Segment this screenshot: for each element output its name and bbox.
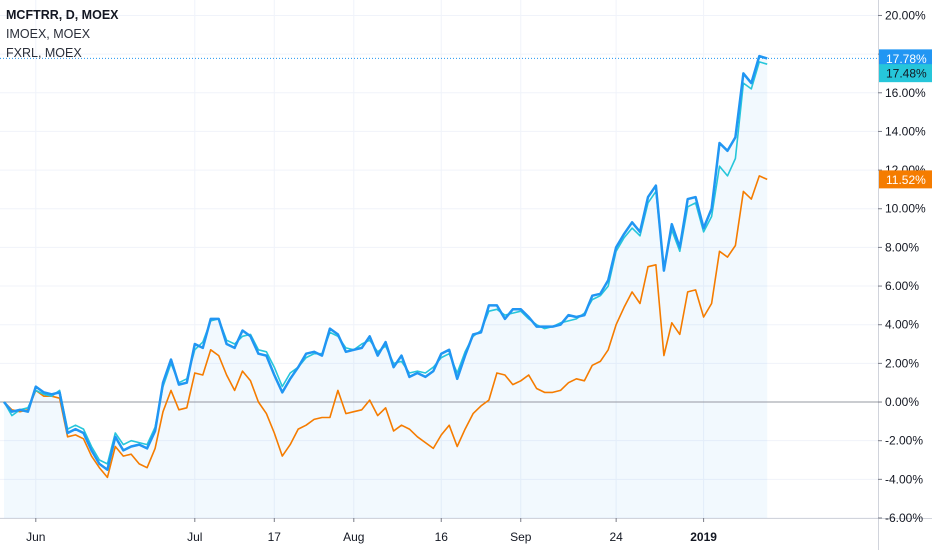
last-value-tag-fxrl — [879, 170, 932, 189]
y-tick-label: -6.00% — [885, 511, 923, 525]
legend-compare-imoex[interactable]: IMOEX, MOEX — [6, 27, 91, 41]
series-line-mcftrr[interactable] — [3, 54, 768, 471]
y-tick-label: 6.00% — [885, 279, 919, 293]
x-tick-label: 16 — [435, 530, 449, 544]
legend-main-symbol[interactable]: MCFTRR, D, MOEX — [6, 8, 119, 22]
last-value-tag-mcftrr — [879, 49, 932, 68]
y-tick-label: -2.00% — [885, 434, 923, 448]
x-tick-label: Jul — [187, 530, 202, 544]
y-tick-label: 20.00% — [885, 8, 926, 22]
x-tick-label: 17 — [268, 530, 282, 544]
x-tick-label: Aug — [343, 530, 364, 544]
y-tick-label: -4.00% — [885, 472, 923, 486]
time-axis[interactable]: Jun Jul 17 Aug 16 Sep 24 2019 — [26, 518, 717, 544]
price-axis[interactable]: -6.00% -4.00% -2.00% 0.00% 2.00% 4.00% 6.00% 8.… — [878, 8, 926, 525]
last-value-text-fxrl: 11.52% — [886, 173, 926, 187]
last-value-tag-imoex — [879, 64, 932, 83]
y-tick-label: 4.00% — [885, 318, 919, 332]
grid-lines — [0, 0, 878, 519]
y-tick-label: 0.00% — [885, 395, 919, 409]
x-tick-label: 2019 — [690, 530, 717, 544]
x-tick-label: 24 — [609, 530, 623, 544]
y-tick-label: 8.00% — [885, 240, 919, 254]
series-line-fxrl[interactable] — [3, 175, 768, 479]
y-tick-label: 2.00% — [885, 356, 919, 370]
last-value-text-imoex: 17.48% — [886, 67, 927, 81]
y-tick-label: 14.00% — [885, 124, 926, 138]
legend: MCFTRR, D, MOEX IMOEX, MOEX FXRL, MOEX — [6, 6, 119, 63]
mcftrr-area-fill — [4, 56, 768, 518]
series-lines — [3, 54, 768, 479]
last-value-tags: 17.78%17.48% 11.52% — [879, 49, 932, 189]
legend-compare-fxrl[interactable]: FXRL, MOEX — [6, 46, 82, 60]
y-tick-label: 10.00% — [885, 202, 926, 216]
x-tick-label: Jun — [26, 530, 45, 544]
y-tick-label: 16.00% — [885, 86, 926, 100]
last-value-text-mcftrr: 17.78% — [886, 52, 927, 66]
x-tick-label: Sep — [510, 530, 532, 544]
